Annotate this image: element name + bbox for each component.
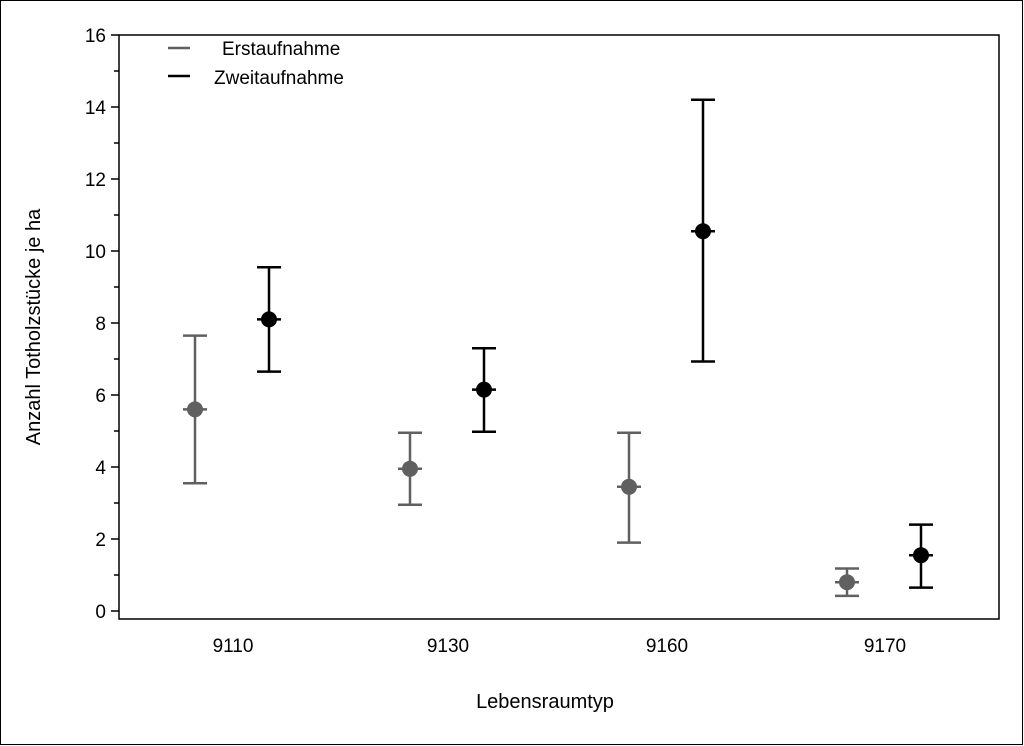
y-tick-label: 10 <box>85 242 106 263</box>
x-tick-label: 9170 <box>864 636 906 657</box>
data-point-zweitaufnahme <box>476 381 492 398</box>
y-tick-label: 0 <box>95 602 106 623</box>
data-point-zweitaufnahme <box>695 223 711 240</box>
data-point-erstaufnahme <box>839 574 855 591</box>
errorbar-erstaufnahme <box>183 334 207 485</box>
errorbar-zweitaufnahme <box>472 346 496 433</box>
legend-label-erstaufnahme: Erstaufnahme <box>222 39 340 60</box>
y-axis: 0 2 4 6 8 10 12 14 16 <box>85 26 119 623</box>
errorbar-erstaufnahme <box>398 431 422 507</box>
y-axis-title: Anzahl Totholzstücke je ha <box>23 208 45 445</box>
data-point-erstaufnahme <box>621 478 637 495</box>
x-tick-label: 9160 <box>646 636 688 657</box>
data-point-erstaufnahme <box>402 460 418 477</box>
x-tick-label: 9130 <box>427 636 469 657</box>
y-tick-label: 6 <box>95 386 106 407</box>
y-tick-label: 2 <box>95 530 106 551</box>
data-point-zweitaufnahme <box>261 311 277 328</box>
data-marks <box>183 98 933 598</box>
errorbar-zweitaufnahme <box>257 265 281 373</box>
data-point-zweitaufnahme <box>913 547 929 564</box>
x-axis: 9110 9130 9160 9170 <box>213 636 907 657</box>
y-tick-label: 12 <box>85 170 106 191</box>
errorbar-zweitaufnahme <box>909 523 933 589</box>
x-tick-label: 9110 <box>213 636 254 657</box>
y-tick-label: 8 <box>95 314 106 335</box>
x-axis-title: Lebensraumtyp <box>476 691 614 713</box>
legend-label-zweitaufnahme: Zweitaufnahme <box>214 68 344 89</box>
legend: Erstaufnahme Zweitaufnahme <box>168 39 344 89</box>
y-tick-label: 4 <box>95 458 106 479</box>
y-tick-label: 14 <box>85 98 107 119</box>
plot-area <box>118 34 1000 620</box>
y-tick-label: 16 <box>85 26 106 47</box>
data-point-erstaufnahme <box>187 401 203 418</box>
errorbar-erstaufnahme <box>617 431 641 544</box>
errorbar-zweitaufnahme <box>691 98 715 363</box>
errorbar-erstaufnahme <box>835 567 859 598</box>
